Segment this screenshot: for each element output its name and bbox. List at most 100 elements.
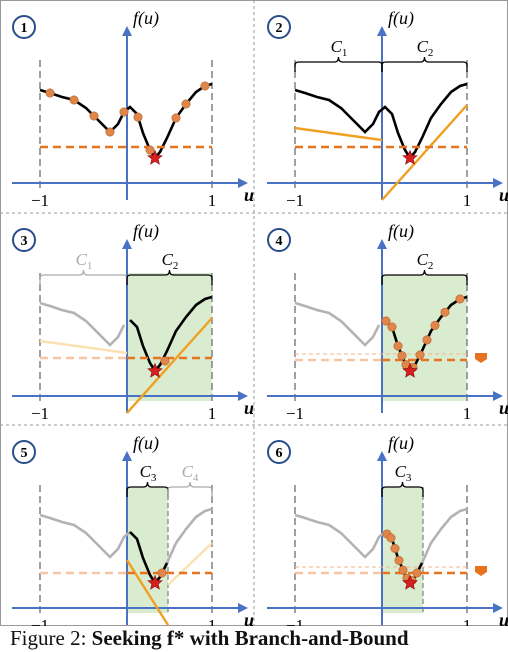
sample-point — [160, 356, 170, 366]
sample-point — [105, 127, 115, 137]
brace-c2 — [381, 56, 468, 72]
sample-point — [415, 350, 425, 360]
panel-badge — [12, 228, 36, 252]
sample-point — [394, 555, 404, 565]
sample-point — [393, 341, 403, 351]
region-label-c2: C2 — [417, 250, 434, 272]
y-axis-label: f(u) — [388, 8, 414, 29]
x-axis-arrow — [238, 178, 248, 188]
lower-bound-c1 — [294, 126, 383, 142]
lower-bound-c4 — [167, 542, 213, 586]
tick-pos-one: 1 — [463, 404, 472, 423]
x-axis-label: u — [499, 185, 508, 205]
panel-6: f(u) u −1 1 6 C3 — [267, 433, 508, 626]
panel-badge — [267, 440, 291, 464]
optimum-star — [147, 149, 163, 165]
lower-bound-c2 — [381, 104, 468, 201]
sample-point — [381, 316, 391, 326]
sample-point — [387, 322, 397, 332]
x-axis-label: u — [244, 185, 254, 205]
region-label-c3: C3 — [140, 462, 157, 484]
sample-point — [397, 351, 407, 361]
x-axis-label: u — [244, 610, 254, 626]
tick-pos-one: 1 — [208, 191, 217, 210]
optimum-star — [402, 362, 418, 378]
brace-c3 — [381, 481, 424, 497]
panel-number: 2 — [276, 21, 283, 36]
sample-point — [157, 568, 167, 578]
tick-neg-one: −1 — [31, 616, 49, 626]
x-axis-arrow — [493, 178, 503, 188]
region-c3-shade — [382, 487, 423, 613]
region-label-c2: C2 — [417, 37, 434, 59]
objective-curve-faded-left — [39, 513, 131, 559]
tick-pos-one: 1 — [208, 616, 217, 626]
sample-point — [133, 112, 143, 122]
sample-point — [171, 113, 181, 123]
sample-point — [398, 565, 408, 575]
tick-neg-one: −1 — [286, 191, 304, 210]
panel-2: f(u) u −1 1 2 C1 C2 — [267, 8, 508, 210]
sample-point — [45, 88, 55, 98]
improve-arrow — [475, 353, 487, 363]
y-axis-label: f(u) — [388, 221, 414, 242]
y-axis-label: f(u) — [133, 433, 159, 454]
x-axis-label: u — [244, 398, 254, 418]
region-label-c4: C4 — [182, 462, 199, 484]
sample-point — [455, 294, 465, 304]
objective-curve-faded-left — [294, 513, 386, 559]
sample-point — [200, 81, 210, 91]
panel-badge — [267, 15, 291, 39]
objective-curve — [294, 82, 468, 161]
sample-point — [145, 145, 155, 155]
y-axis-arrow — [377, 26, 387, 36]
x-axis-arrow — [238, 603, 248, 613]
y-axis-arrow — [122, 239, 132, 249]
brace-c2 — [126, 269, 213, 285]
sample-point — [69, 95, 79, 105]
caption-prefix: Figure 2: — [10, 626, 87, 650]
brace-c2 — [381, 269, 468, 285]
brace-c3 — [126, 481, 169, 497]
x-axis-arrow — [493, 603, 503, 613]
x-axis-arrow — [238, 391, 248, 401]
y-axis-arrow — [377, 239, 387, 249]
y-axis-arrow — [122, 26, 132, 36]
x-axis-label: u — [499, 398, 508, 418]
sample-point — [440, 307, 450, 317]
x-axis-arrow — [493, 391, 503, 401]
panel-1: f(u) u −1 1 1 — [12, 8, 254, 210]
region-label-c1: C1 — [331, 37, 348, 59]
panel-3: f(u) u −1 1 3 C1 C2 — [12, 221, 254, 423]
tick-neg-one: −1 — [286, 404, 304, 423]
brace-c1 — [294, 56, 383, 72]
improve-arrow — [475, 566, 487, 576]
y-axis-label: f(u) — [388, 433, 414, 454]
optimum-star — [147, 574, 163, 590]
panel-badge — [12, 15, 36, 39]
sample-point — [390, 544, 400, 554]
region-label-c3: C3 — [395, 462, 412, 484]
figure-panels: f(u)u−111f(u)u−112C1C2f(u)u−113C1C2f(u)u… — [0, 0, 508, 626]
y-axis-label: f(u) — [133, 8, 159, 29]
tick-pos-one: 1 — [463, 616, 472, 626]
figure-caption: Figure 2: Seeking f* with Branch-and-Bou… — [0, 626, 508, 652]
lower-bound-c2 — [126, 317, 213, 414]
objective-curve-faded-right — [420, 507, 468, 564]
lower-bound-c1 — [39, 339, 128, 355]
panel-number: 5 — [21, 446, 28, 461]
y-axis-arrow — [377, 451, 387, 461]
panel-5: f(u) u −1 1 5 C3 C4 — [12, 433, 254, 626]
tick-pos-one: 1 — [208, 404, 217, 423]
optimum-star — [402, 149, 418, 165]
objective-curve-faded-right — [165, 507, 213, 564]
panel-number: 4 — [276, 234, 283, 249]
region-label-c1: C1 — [76, 250, 93, 272]
sample-point — [422, 335, 432, 345]
x-axis-label: u — [499, 610, 508, 626]
panel-4: f(u) u −1 1 4 C2 — [267, 221, 508, 423]
panel-number: 3 — [21, 234, 28, 249]
sample-point — [119, 107, 129, 117]
objective-curve-faded — [294, 301, 381, 347]
sample-point — [386, 533, 396, 543]
